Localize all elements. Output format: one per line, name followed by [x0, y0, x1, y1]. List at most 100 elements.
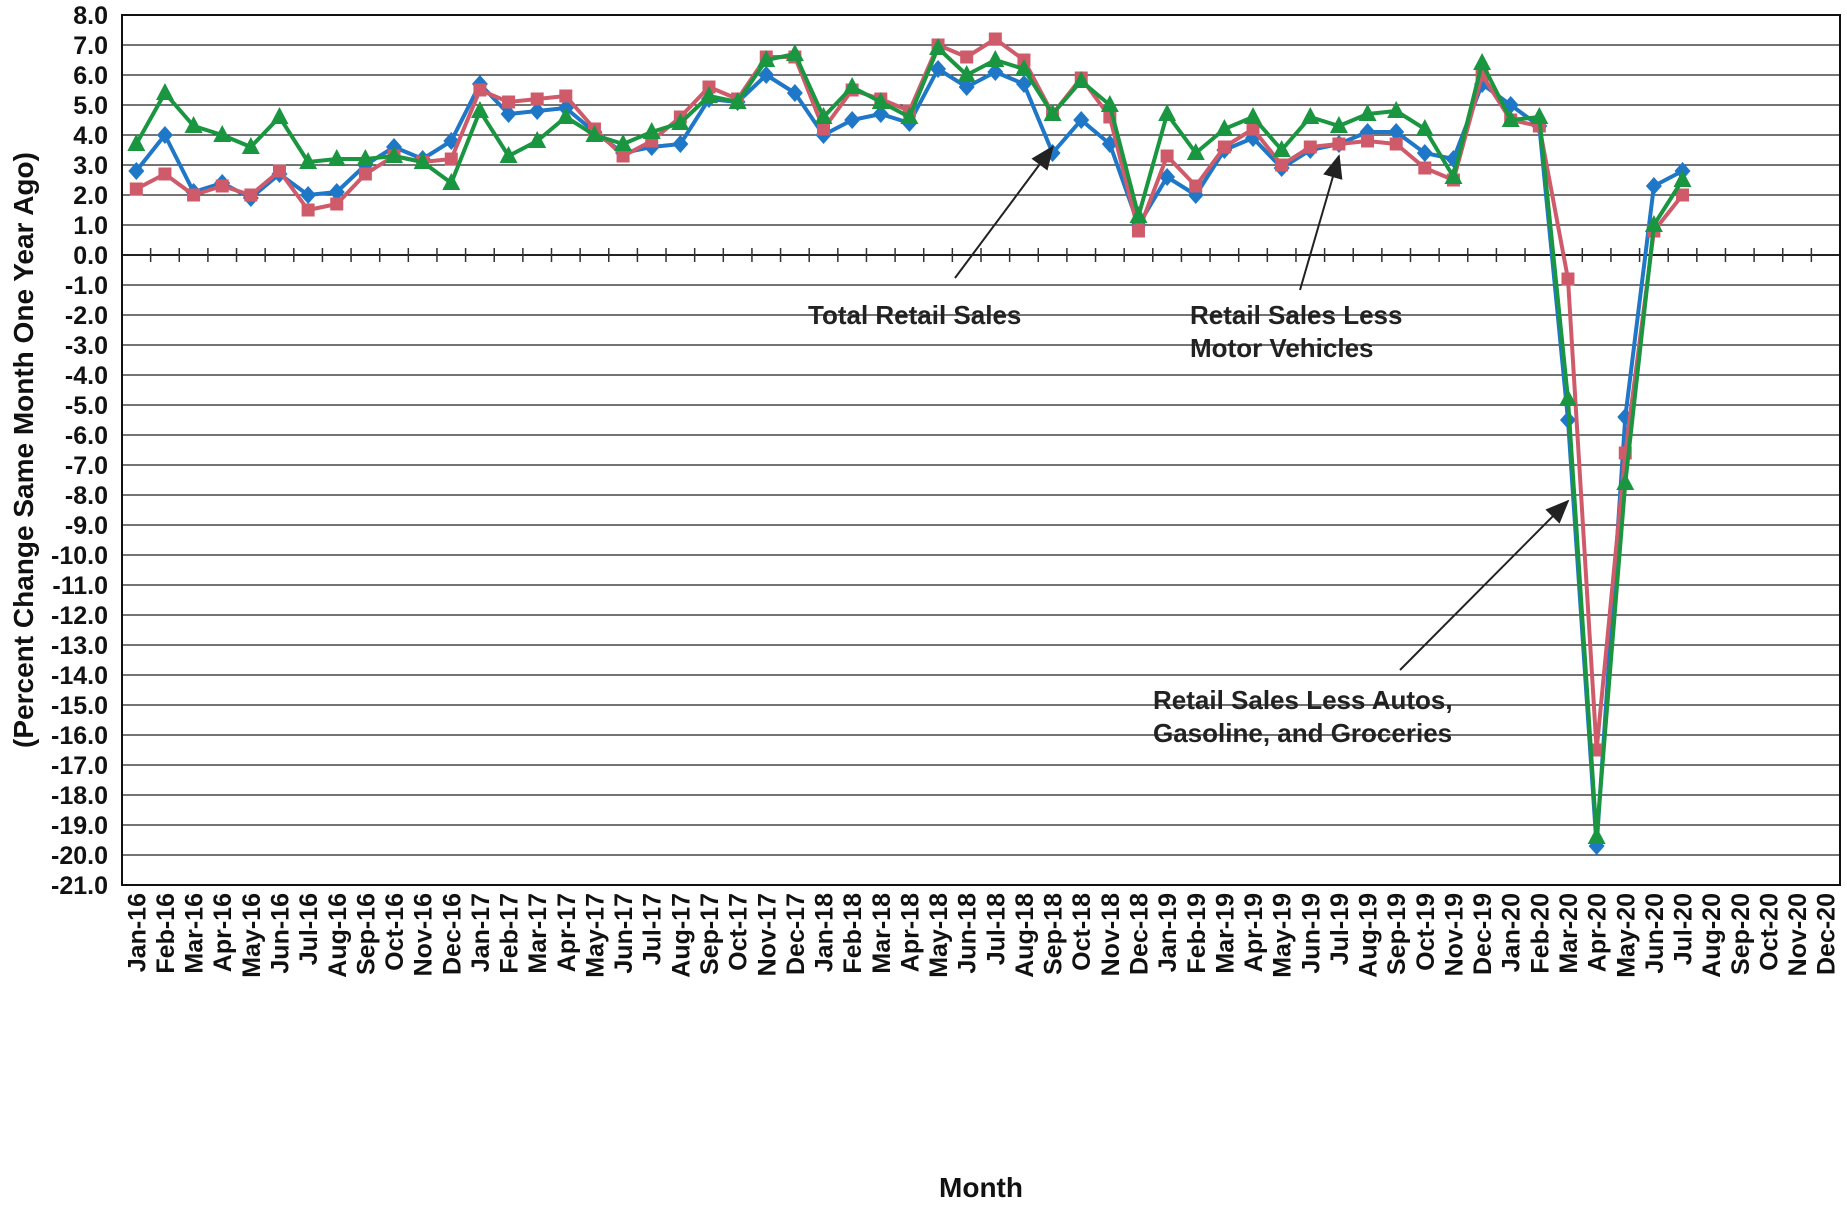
x-tick-label: Aug-17 [667, 893, 695, 978]
x-tick-label: Jul-16 [295, 893, 323, 965]
data-point [129, 182, 143, 196]
data-point [1160, 149, 1174, 163]
y-tick-label: -6.0 [65, 422, 108, 450]
data-point [1186, 143, 1205, 160]
y-tick-label: -3.0 [65, 332, 108, 360]
x-tick-label: Jan-18 [811, 893, 839, 972]
data-point [1358, 104, 1377, 121]
gridlines [121, 14, 1841, 886]
data-point [213, 125, 232, 142]
x-tick-labels: Jan-16 Feb-16 Mar-16 Apr-16 May-16 Jun-16 Jul-… [123, 893, 1840, 978]
data-point [614, 134, 633, 151]
x-tick-label: Mar-17 [524, 893, 552, 974]
y-tick-label: 0.0 [73, 242, 108, 270]
data-point [585, 125, 604, 142]
data-point [699, 86, 718, 103]
data-point [758, 66, 775, 84]
data-point [1189, 179, 1203, 193]
series-layer [127, 32, 1692, 855]
y-tick-label: -1.0 [65, 272, 108, 300]
data-point [1014, 59, 1033, 76]
data-point [1015, 75, 1032, 93]
y-tick-label: -9.0 [65, 512, 108, 540]
x-tick-label: Dec-18 [1125, 893, 1153, 975]
data-point [1473, 53, 1492, 70]
series-3 [127, 38, 1692, 844]
data-point [757, 50, 776, 67]
x-tick-label: May-18 [925, 893, 953, 978]
data-point [1415, 119, 1434, 136]
annotation-text: Retail Sales Less Autos, [1153, 685, 1453, 715]
x-tick-label: Nov-20 [1784, 893, 1812, 976]
x-tick-label: Sep-20 [1727, 893, 1755, 975]
data-point [1275, 158, 1289, 172]
data-point [215, 179, 229, 193]
data-point [155, 83, 174, 100]
x-tick-label: Jan-17 [467, 893, 495, 972]
x-tick-label: Jul-19 [1326, 893, 1354, 965]
data-point [470, 101, 489, 118]
data-point [957, 65, 976, 82]
x-tick-label: Oct-19 [1412, 893, 1440, 971]
y-tick-label: 8.0 [73, 2, 108, 30]
x-tick-label: Aug-19 [1355, 893, 1383, 978]
x-tick-label: Aug-20 [1698, 893, 1726, 978]
x-tick-label: May-17 [581, 893, 609, 978]
x-tick-label: Apr-19 [1240, 893, 1268, 972]
data-point [1043, 104, 1062, 121]
x-tick-label: Jun-19 [1297, 893, 1325, 974]
data-point [1590, 743, 1604, 757]
data-point [986, 50, 1005, 67]
x-tick-label: May-16 [238, 893, 266, 978]
y-tick-label: -14.0 [51, 662, 108, 690]
x-tick-label: Apr-16 [209, 893, 237, 972]
annotation-text: Retail Sales Less [1190, 300, 1402, 330]
x-tick-label: Dec-17 [782, 893, 810, 975]
data-point [871, 92, 890, 109]
data-point [1159, 168, 1176, 186]
y-tick-label: -15.0 [51, 692, 108, 720]
y-tick-label: -17.0 [51, 752, 108, 780]
data-point [1329, 116, 1348, 133]
x-tick-label: Jan-19 [1154, 893, 1182, 972]
data-point [930, 60, 947, 78]
data-point [158, 167, 172, 181]
data-point [244, 188, 258, 202]
x-tick-label: Jun-18 [954, 893, 982, 974]
y-tick-label: -20.0 [51, 842, 108, 870]
y-tick-label: -2.0 [65, 302, 108, 330]
data-point [500, 105, 517, 123]
data-point [958, 78, 975, 96]
x-tick-label: Mar-19 [1211, 893, 1239, 974]
data-point [328, 183, 345, 201]
data-point [128, 162, 145, 180]
data-point [270, 107, 289, 124]
x-tick-label: Nov-18 [1097, 893, 1125, 976]
y-tick-label: 6.0 [73, 62, 108, 90]
data-point [1303, 140, 1317, 154]
x-tick-label: Jul-17 [639, 893, 667, 965]
data-point [1217, 140, 1231, 154]
x-tick-label: May-20 [1612, 893, 1640, 978]
data-point [187, 188, 201, 202]
x-tick-label: Jul-18 [982, 893, 1010, 965]
x-tick-label: Dec-19 [1469, 893, 1497, 975]
x-tick-label: Nov-16 [410, 893, 438, 976]
data-point [900, 107, 919, 124]
data-point [444, 152, 458, 166]
data-point [473, 83, 487, 97]
data-point [241, 137, 260, 154]
y-tick-label: -5.0 [65, 392, 108, 420]
y-tick-label: 7.0 [73, 32, 108, 60]
data-point [1389, 137, 1403, 151]
x-tick-label: Aug-16 [324, 893, 352, 978]
data-point [358, 167, 372, 181]
data-point [1587, 827, 1606, 844]
data-point [786, 84, 803, 102]
data-point [327, 149, 346, 166]
data-point [1645, 177, 1662, 195]
x-tick-label: Sep-18 [1040, 893, 1068, 975]
data-point [817, 122, 831, 136]
annotation-arrow [1399, 499, 1570, 671]
